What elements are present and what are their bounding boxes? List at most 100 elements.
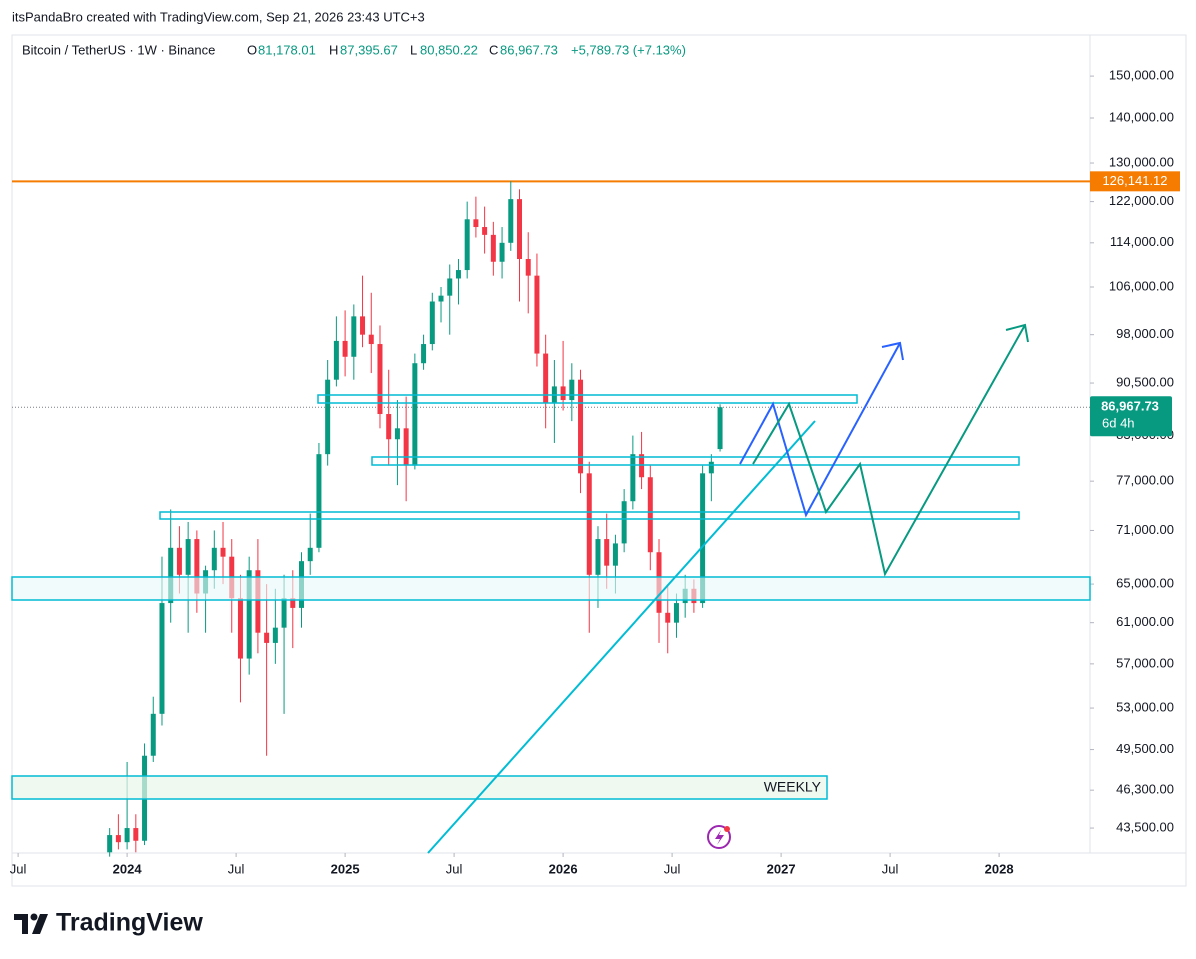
candle-body [499,242,505,262]
change: +5,789.73 (+7.13%) [571,42,686,57]
candle-body [264,632,270,643]
symbol: Bitcoin / TetherUS · 1W · Binance [22,42,215,57]
candle-body [412,363,418,466]
x-tick-label: Jul [664,861,681,876]
arrow-head [881,341,904,361]
candle-body [569,379,575,401]
y-tick-label: 43,500.00 [1116,819,1174,834]
candle-body [630,454,636,502]
candle-body [351,316,357,357]
candle-body [621,501,627,544]
candle-body [368,334,374,345]
credit: itsPandaBro created with TradingView.com… [12,9,425,24]
candle-body [307,547,313,562]
candle-body [107,835,113,853]
candle-body [482,227,488,235]
candle-body [159,603,165,714]
candle-body [516,199,522,260]
projection-path [739,342,901,518]
x-tick-label: 2026 [549,861,578,876]
candle-body [316,454,322,548]
trend-line [427,420,816,854]
logo-mark [14,914,28,934]
logo-mark [30,913,38,921]
candle-body [717,407,723,450]
x-tick-label: Jul [446,861,463,876]
candle-body [455,270,461,279]
candle-body [421,344,427,364]
y-tick-label: 122,000.00 [1109,193,1174,208]
candle-body [124,828,130,843]
candle-body [438,295,444,302]
candle-body [534,275,540,354]
candle-body [342,340,348,357]
x-tick-label: Jul [228,861,245,876]
x-tick-label: 2027 [767,861,796,876]
x-tick-label: Jul [882,861,899,876]
arrow-head [1005,323,1029,343]
last-price-label: 86,967.73 [1101,399,1159,414]
x-tick-label: 2025 [331,861,360,876]
candle-body [255,570,261,633]
event-icon-bolt [715,830,724,845]
candle-body [473,219,479,228]
x-tick-label: Jul [10,861,27,876]
logo-text: TradingView [56,909,203,937]
candle-body [333,340,339,380]
candle-body [578,379,584,474]
y-tick-label: 114,000.00 [1110,234,1174,249]
y-tick-label: 61,000.00 [1116,614,1174,629]
candle-body [647,477,653,553]
event-icon-dot [724,826,730,832]
logo-mark [32,914,48,934]
ohlc-value: 81,178.01 [258,42,316,57]
countdown: 6d 4h [1102,416,1135,431]
chart-frame [11,34,1187,887]
candle-body [176,547,182,575]
candle-body [673,603,679,623]
candle-body [700,473,706,604]
candle-body [543,353,549,404]
candle-body [447,278,453,296]
price-label: 126,141.12 [1102,173,1167,188]
candle-body [360,316,366,335]
candle-body [586,473,592,575]
candle-body [246,570,252,659]
candle-body [508,199,514,243]
candle-body [604,539,610,566]
candle-body [377,344,383,415]
y-tick-label: 49,500.00 [1116,741,1174,756]
candle-body [490,234,496,262]
candle-body [429,301,435,345]
y-tick-label: 65,000.00 [1116,576,1174,591]
y-tick-label: 90,500.00 [1116,374,1174,389]
y-tick-label: 46,300.00 [1116,782,1174,797]
y-tick-label: 98,000.00 [1116,326,1174,341]
ohlc-label: O [247,42,257,57]
y-tick-label: 53,000.00 [1116,700,1174,715]
zone-rect [11,775,828,800]
candle-body [150,713,156,756]
y-tick-label: 130,000.00 [1109,154,1174,169]
y-tick-label: 57,000.00 [1116,655,1174,670]
candle-body [211,547,217,571]
candle-body [403,428,409,466]
y-tick-label: 106,000.00 [1109,278,1174,293]
candle-body [386,414,392,440]
candle-body [237,598,243,659]
candle-body [194,539,200,594]
ohlc-label: H [329,42,338,57]
y-tick-label: 71,000.00 [1116,522,1174,537]
x-tick-label: 2024 [113,861,143,876]
ohlc-value: 87,395.67 [340,42,398,57]
annotation: WEEKLY [764,779,822,795]
zone-rect [317,394,858,404]
last-price-box [1090,396,1172,437]
x-tick-label: 2028 [985,861,1014,876]
ohlc-value: 80,850.22 [420,42,478,57]
candle-body [272,627,278,643]
zone-rect [159,511,1020,520]
candle-body [185,539,191,575]
